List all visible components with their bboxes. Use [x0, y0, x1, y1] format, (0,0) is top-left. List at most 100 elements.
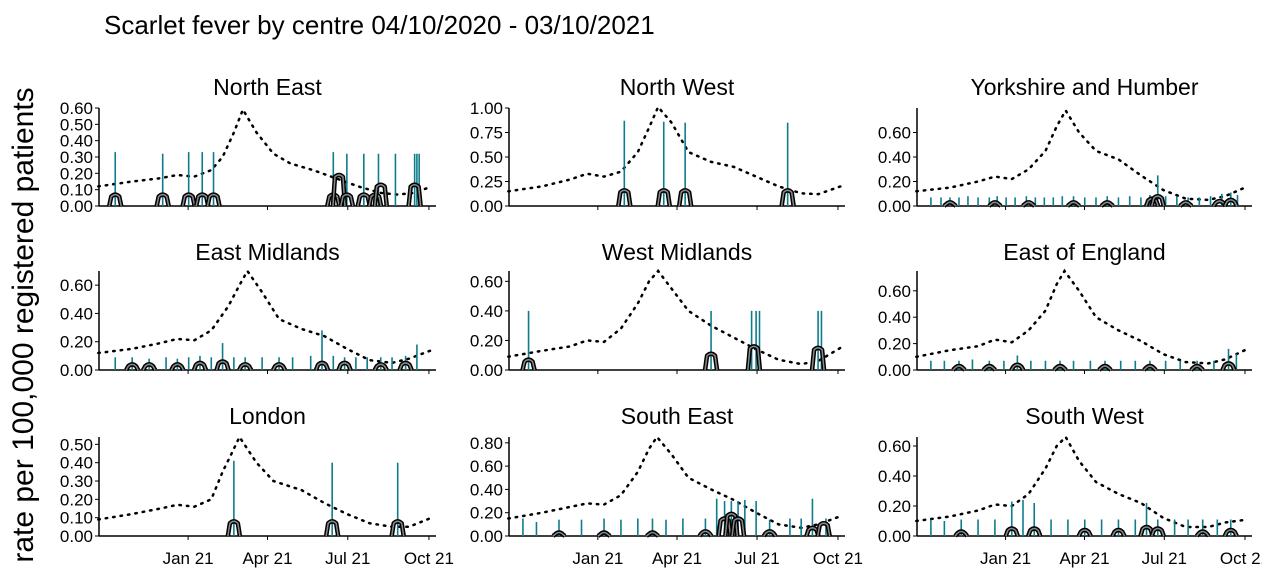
smoothed-mark-inner — [1078, 529, 1092, 537]
smoothed-mark-inner — [1139, 526, 1154, 537]
smoothed-mark-inner — [704, 353, 718, 371]
y-tick-label: 0.20 — [60, 164, 93, 183]
y-tick-label: 0.60 — [878, 282, 911, 301]
y-tick-label: 0.40 — [878, 308, 911, 327]
panel-title: South West — [1025, 403, 1144, 429]
smoothed-mark-inner — [332, 174, 346, 207]
smoothed-mark-inner — [1212, 200, 1227, 207]
smoothed-mark-inner — [1022, 201, 1036, 207]
smoothed-mark-inner — [325, 520, 339, 537]
smoothed-mark-inner — [374, 363, 388, 371]
y-tick-label: 0.40 — [470, 302, 503, 321]
y-tick-label: 0.60 — [60, 276, 93, 295]
y-tick-label: 0.40 — [60, 454, 93, 473]
smoothed-mark-inner — [142, 363, 156, 371]
baseline-series — [507, 269, 842, 366]
y-tick-label: 0.50 — [60, 435, 93, 454]
baseline-series — [507, 104, 842, 196]
smoothed-mark-inner — [193, 362, 207, 371]
y-tick-label: 0.00 — [60, 197, 93, 216]
y-tick-label: 0.40 — [60, 304, 93, 323]
smoothed-mark-inner — [1190, 365, 1204, 371]
smoothed-mark-inner — [374, 184, 388, 207]
y-tick-label: 0.40 — [60, 132, 93, 151]
x-tick-label: Apr 21 — [242, 549, 292, 568]
y-axis-label: rate per 100,000 registered patients — [7, 87, 40, 562]
smoothed-mark-inner — [398, 362, 413, 371]
y-tick-label: 0.60 — [878, 124, 911, 143]
smoothed-mark-inner — [1143, 365, 1157, 371]
y-tick-label: 0.80 — [470, 434, 503, 453]
smoothed-mark-inner — [816, 522, 831, 537]
y-tick-label: 0.50 — [60, 115, 93, 134]
smoothed-mark-inner — [982, 365, 996, 371]
y-tick-label: 0.40 — [470, 480, 503, 499]
y-tick-label: 0.20 — [60, 490, 93, 509]
smoothed-mark-inner — [1196, 530, 1210, 537]
smoothed-mark-inner — [724, 513, 739, 537]
x-tick-label: Jan 21 — [572, 549, 623, 568]
smoothed-mark-inner — [521, 358, 536, 371]
x-tick-label: Jul 21 — [1142, 549, 1187, 568]
x-tick-label: Jul 21 — [325, 549, 370, 568]
chart-title: Scarlet fever by centre 04/10/2020 - 03/… — [104, 10, 655, 40]
smoothed-mark-inner — [805, 527, 820, 537]
baseline-series — [915, 108, 1249, 202]
y-tick-label: 0.40 — [878, 467, 911, 486]
y-tick-label: 0.60 — [470, 457, 503, 476]
smoothed-mark-inner — [1005, 527, 1019, 537]
smoothed-mark-inner — [170, 363, 185, 371]
smoothed-mark-inner — [1100, 201, 1114, 207]
smoothed-mark-inner — [657, 189, 671, 207]
y-tick-label: 0.20 — [878, 335, 911, 354]
y-tick-label: 0.10 — [60, 181, 93, 200]
panel-title: North East — [213, 74, 322, 100]
y-tick-label: 0.00 — [878, 527, 911, 546]
panel-london: London 0.000.100.200.300.400.50 Jan 21 Apr … — [60, 403, 454, 568]
panel-yorkshire-and-humber: Yorkshire and Humber 0.00 0.20 0.40 0.60 — [878, 74, 1252, 216]
panel-title: Yorkshire and Humber — [971, 74, 1199, 100]
x-tick-label: Apr 21 — [1059, 549, 1109, 568]
y-tick-label: 0.40 — [878, 148, 911, 167]
smoothed-mark-inner — [678, 189, 692, 207]
y-tick-label: 0.00 — [470, 197, 503, 216]
smoothed-mark-inner — [617, 189, 632, 207]
smoothed-mark-inner — [552, 531, 566, 537]
y-tick-label: 0.00 — [470, 527, 503, 546]
smoothed-mark-inner — [125, 363, 139, 371]
panel-title: West Midlands — [602, 239, 752, 265]
smoothed-mark-inner — [272, 363, 286, 371]
panel-north-east: North East 0.000.100.200.300.400.500.60 — [60, 74, 436, 216]
panel-west-midlands: West Midlands 0.00 0.20 0.40 0.60 — [470, 239, 845, 380]
smoothed-mark-inner — [646, 531, 659, 537]
x-tick-label: Oct 21 — [404, 549, 454, 568]
smoothed-mark-inner — [108, 193, 122, 207]
smoothed-mark-inner — [1221, 362, 1236, 371]
panel-title: South East — [621, 403, 734, 429]
y-tick-label: 0.60 — [60, 99, 93, 118]
x-tick-label: Jan 21 — [980, 549, 1031, 568]
x-tick-label: Jul 21 — [734, 549, 779, 568]
smoothed-mark-inner — [315, 362, 329, 371]
panel-south-west: South West 0.00 0.20 0.40 0.60 Jan 21 Apr 21 Ju… — [878, 403, 1262, 568]
baseline-series — [97, 434, 433, 529]
panel-north-west: North West 0.00 0.25 0.50 0.75 1.00 — [470, 74, 845, 216]
y-tick-label: 1.00 — [470, 99, 503, 118]
smoothed-mark-inner — [181, 193, 196, 207]
y-tick-label: 0.20 — [470, 331, 503, 350]
panel-east-midlands: East Midlands 0.00 0.20 0.40 0.60 — [60, 239, 436, 380]
smoothed-mark-inner — [390, 520, 405, 537]
panel-south-east: South East 0.00 0.20 0.40 0.60 0.80 Jan 21 Apr … — [470, 403, 863, 568]
smoothed-mark-inner — [597, 531, 611, 537]
y-tick-label: 0.00 — [878, 361, 911, 380]
y-tick-label: 0.25 — [470, 173, 503, 192]
baseline-series — [97, 268, 433, 365]
smoothed-mark-inner — [206, 193, 221, 207]
y-axis-label-text: rate per 100,000 registered patients — [7, 87, 40, 562]
y-tick-label: 0.20 — [878, 173, 911, 192]
baseline-series — [915, 268, 1249, 365]
smoothed-mark-inner — [1010, 363, 1025, 371]
x-tick-label: Apr 21 — [652, 549, 702, 568]
smoothed-mark-inner — [1179, 201, 1193, 207]
y-tick-label: 0.50 — [470, 148, 503, 167]
